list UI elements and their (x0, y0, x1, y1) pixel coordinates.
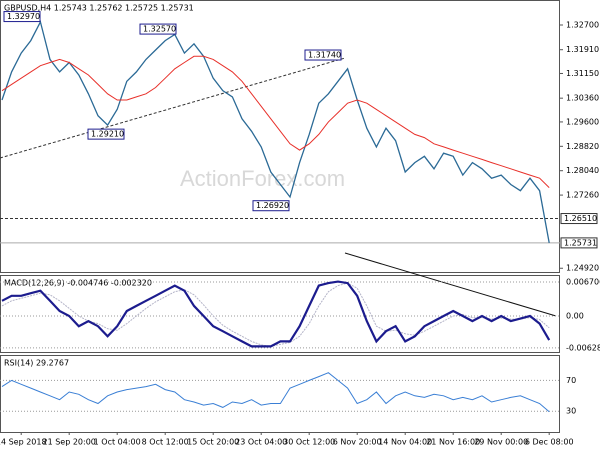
annotation-box (139, 23, 177, 35)
x-tick-label: 14 Sep 2018 (0, 438, 47, 447)
y-tick-label: 1.29600 (566, 117, 599, 126)
x-tick-label: 23 Oct 04:00 (235, 438, 287, 447)
y-tick-label: 1.28040 (566, 166, 599, 175)
x-tick-label: 14 Nov 04:00 (378, 438, 432, 447)
annotation-box (252, 200, 290, 212)
y-tick-label: 1.28820 (566, 142, 599, 151)
x-tick-label: 29 Nov 00:00 (474, 438, 528, 447)
x-tick-label: 6 Dec 08:00 (525, 438, 574, 447)
annotation-label: 1.29210 (91, 130, 124, 139)
annotation-box (304, 49, 342, 61)
y-tick-label: 1.31150 (566, 69, 599, 78)
y-tick-label: 70 (566, 376, 576, 385)
series-line (1, 372, 550, 413)
annotation-label: 1.32970 (7, 12, 40, 21)
y-tick-label: 30 (566, 407, 576, 416)
y-tick-label: 1.30360 (566, 94, 599, 103)
x-tick-label: 21 Nov 16:00 (426, 438, 480, 447)
macd-trend-line (344, 252, 557, 317)
x-tick-label: 8 Oct 12:00 (142, 438, 189, 447)
y-tick-label: 0.006706 (566, 278, 600, 287)
series-line (1, 282, 550, 347)
macd-panel (0, 275, 560, 353)
x-tick-label: 6 Nov 20:00 (333, 438, 382, 447)
y-tick-label: 1.27260 (566, 191, 599, 200)
annotation-label: 1.32570 (143, 25, 176, 34)
level-box (560, 237, 598, 249)
x-tick-label: 30 Oct 12:00 (283, 438, 335, 447)
y-tick-label: -0.00628 (566, 343, 600, 352)
macd-title: MACD(12,26,9) -0.004746 -0.002320 (4, 279, 152, 288)
series-line (1, 280, 551, 348)
level-label: 1.25731 (564, 238, 597, 247)
x-tick-label: 1 Oct 04:00 (94, 438, 141, 447)
y-tick-label: 1.31910 (566, 45, 599, 54)
y-tick-label: 1.32700 (566, 21, 599, 30)
y-tick-label: 1.24920 (566, 264, 599, 273)
rsi-title: RSI(14) 29.2767 (4, 359, 69, 368)
x-tick-label: 21 Sep 20:00 (42, 438, 95, 447)
annotation-label: 1.26920 (256, 201, 289, 210)
annotation-box (87, 128, 125, 140)
series-line (1, 55, 550, 188)
level-label: 1.26510 (564, 214, 597, 223)
y-tick-label: 0.00 (566, 312, 584, 321)
x-tick-label: 15 Oct 20:00 (187, 438, 239, 447)
level-box (560, 213, 598, 225)
annotation-label: 1.31740 (308, 51, 341, 60)
price-title: GBPUSD,H4 1.25743 1.25762 1.25725 1.2573… (4, 4, 194, 13)
rsi-panel (0, 355, 560, 433)
series-line (1, 20, 550, 244)
watermark: ActionForex.com (180, 166, 345, 191)
price-panel (0, 0, 560, 273)
annotation-box (3, 11, 41, 23)
